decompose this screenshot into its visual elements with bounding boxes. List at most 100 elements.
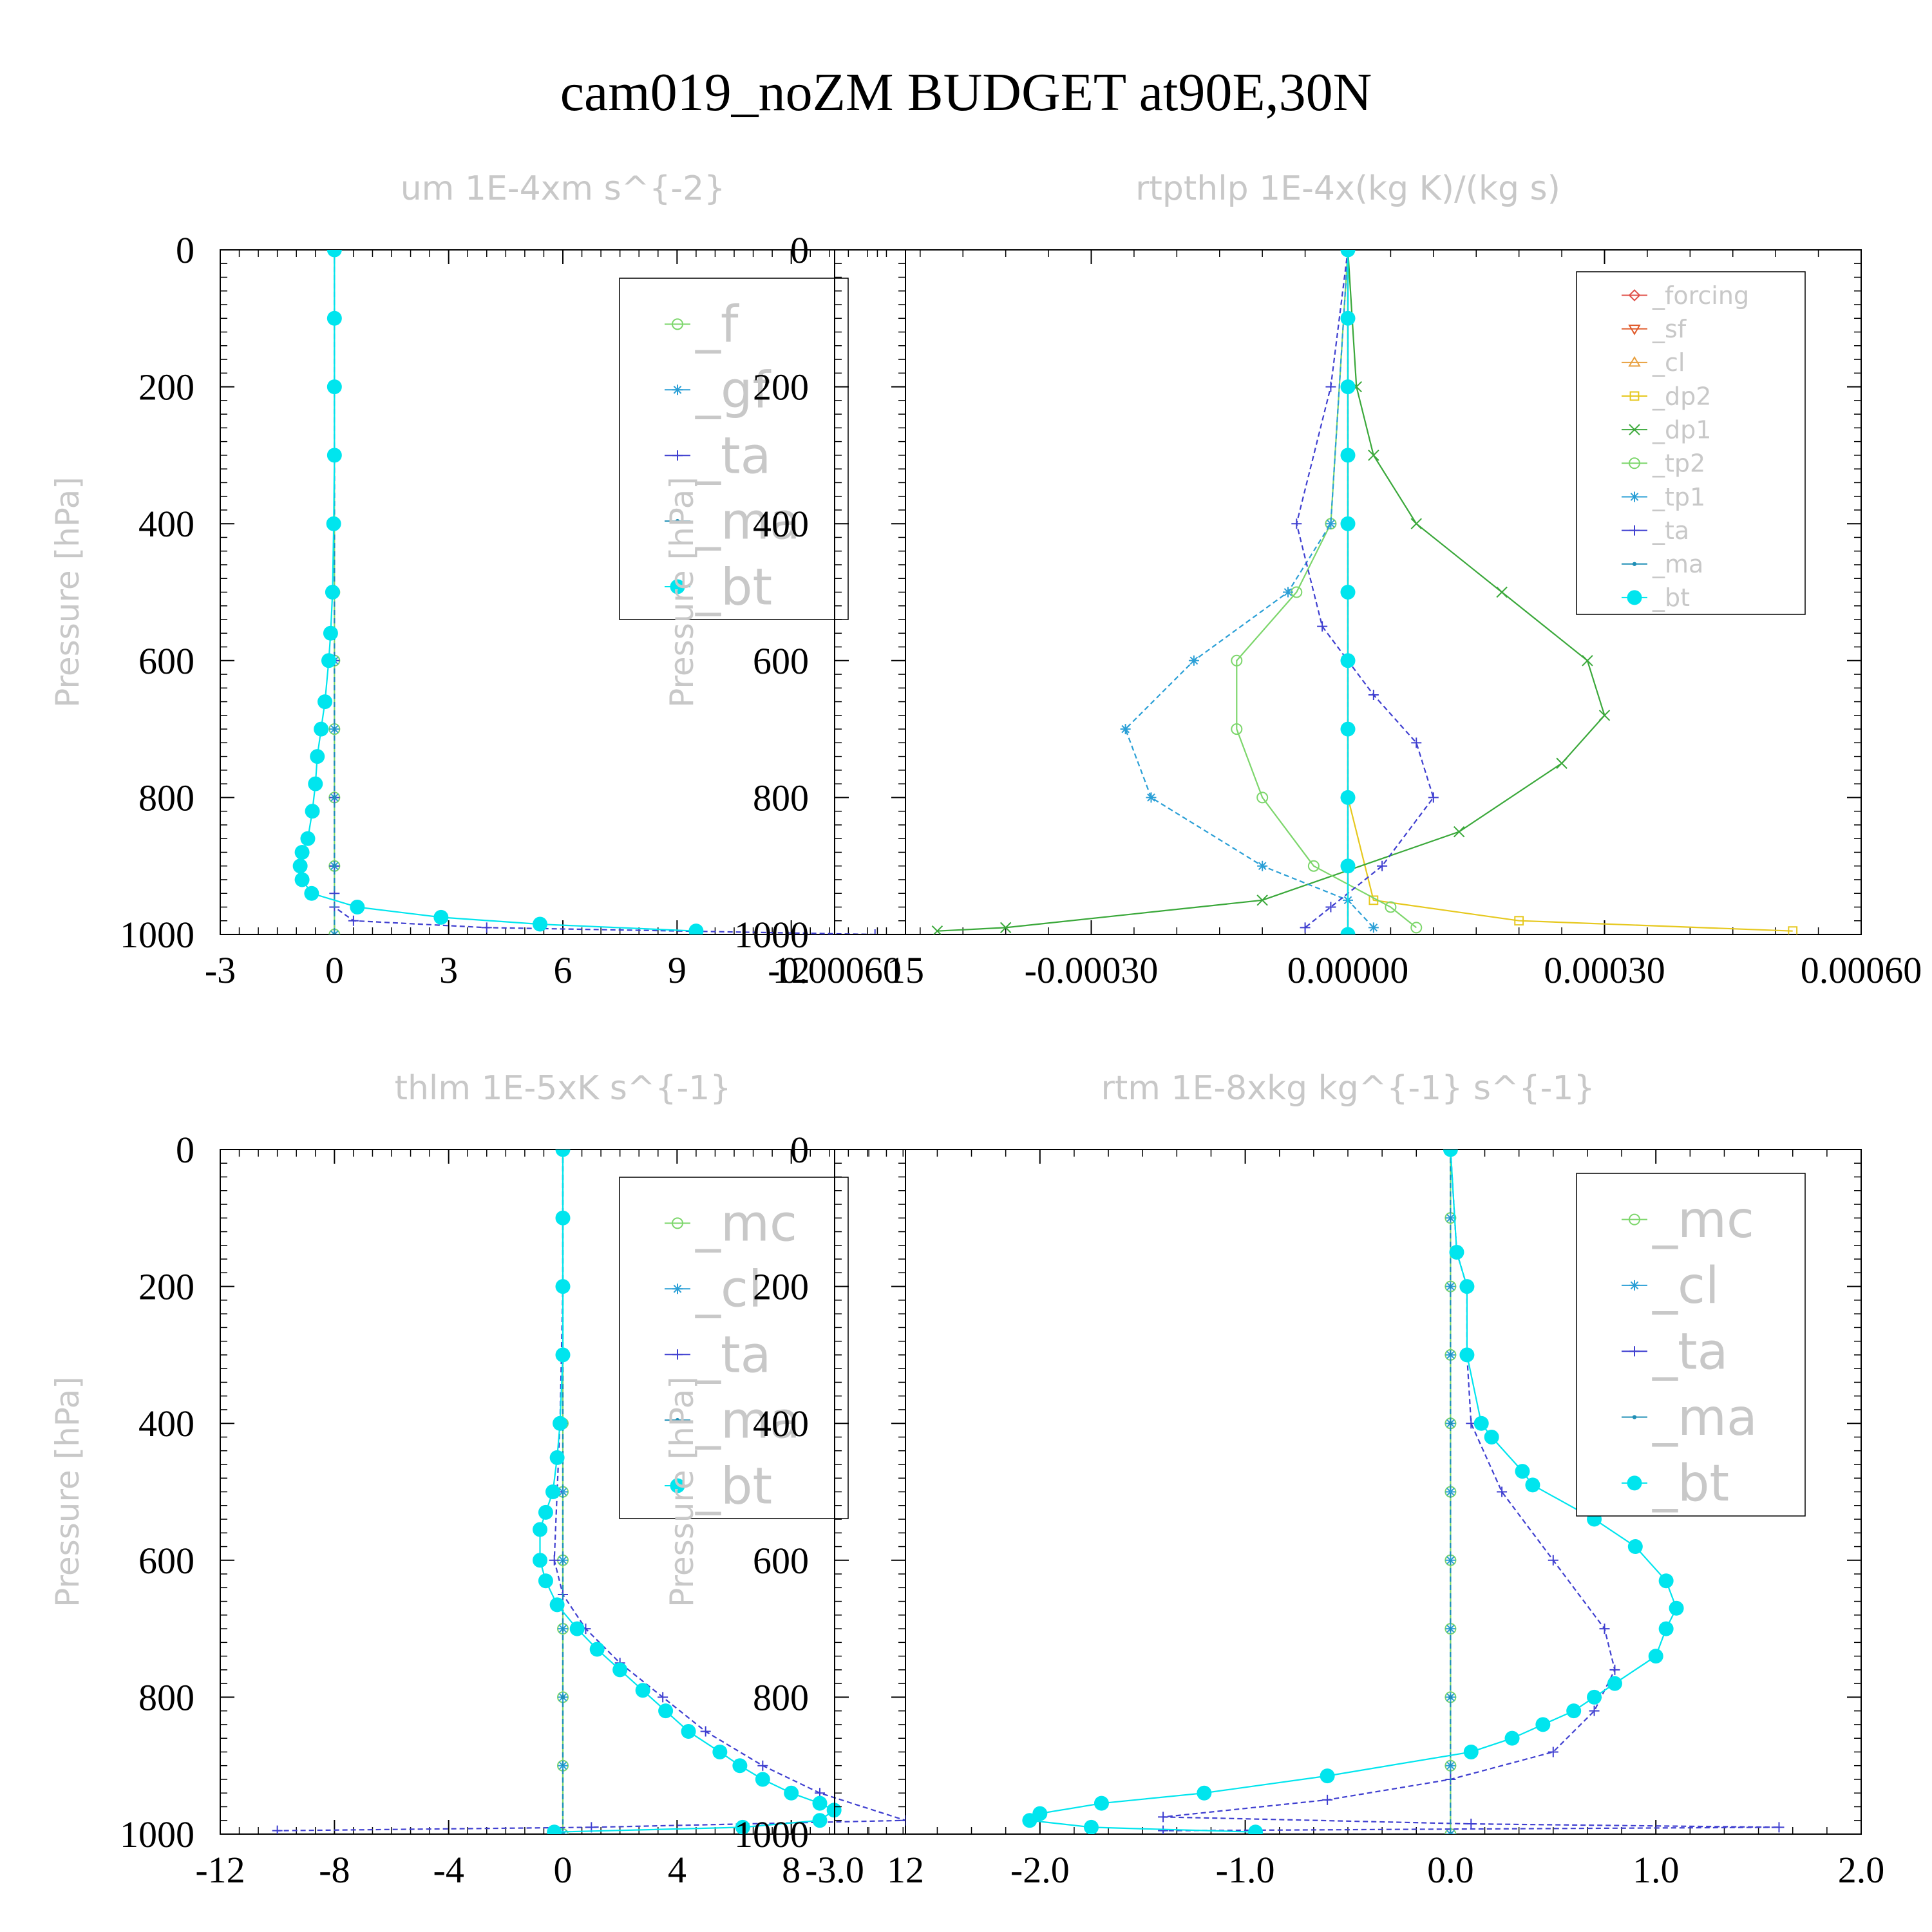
legend-label: _dp1 [1652, 415, 1711, 444]
y-tick-label: 800 [753, 1676, 809, 1718]
legend-label: _mc [695, 1195, 797, 1253]
y-tick-label: 800 [138, 777, 194, 819]
data-point-bt [569, 1621, 585, 1636]
data-point-bt [1627, 1539, 1643, 1555]
legend-label: _ma [1652, 1389, 1757, 1447]
data-point-bt [1340, 516, 1356, 531]
legend-swatch-marker [672, 1349, 683, 1360]
data-point-ta [1497, 1486, 1508, 1497]
data-point-bt [1022, 1813, 1037, 1828]
y-axis-label: Pressure [hPa] [663, 1376, 701, 1607]
legend-swatch-marker [1632, 562, 1637, 566]
legend-box [619, 1177, 849, 1519]
y-tick-label: 1000 [734, 914, 809, 956]
y-tick-label: 600 [753, 1540, 809, 1582]
y-tick-label: 600 [753, 640, 809, 682]
legend-swatch-marker [672, 384, 683, 395]
data-point-bt [812, 1795, 828, 1811]
data-point-bt [310, 749, 325, 764]
legend-swatch-marker [1628, 325, 1641, 336]
data-point-bt [433, 909, 449, 925]
data-point-dp1 [1496, 586, 1508, 598]
series-line-dp1 [937, 250, 1605, 932]
data-point-bt [1340, 927, 1356, 934]
data-point-ta [1300, 922, 1311, 933]
data-point-bt [589, 1642, 605, 1657]
data-point-bt [1084, 1819, 1099, 1834]
legend-label: _cl [1652, 348, 1685, 377]
data-point-ta [1609, 1664, 1620, 1675]
data-point-dp1 [1256, 895, 1268, 906]
data-point-bt [1459, 1347, 1475, 1363]
legend: _f _gf _ta _ma _bt [619, 278, 849, 620]
data-point-tp2 [1307, 860, 1320, 872]
data-point-bt [1340, 653, 1356, 668]
data-point-bt [1449, 1244, 1464, 1260]
legend-swatch-marker [1629, 424, 1640, 435]
data-point-bt [294, 872, 310, 887]
legend-label: _ma [695, 1392, 800, 1450]
data-point-ta [1466, 1819, 1477, 1830]
data-point-bt [1473, 1416, 1489, 1431]
data-point-ta [481, 922, 492, 933]
legend-label: _ta [695, 427, 771, 485]
data-point-bt [308, 776, 323, 791]
y-tick-label: 1000 [120, 1814, 194, 1855]
data-point-bt [555, 1279, 571, 1294]
data-point-bt [547, 1824, 562, 1834]
data-point-tp2 [1410, 922, 1423, 934]
data-point-bt [549, 1597, 565, 1613]
legend: _mc _cl _ta _ma _bt [619, 1177, 849, 1519]
data-point-bt [1320, 1768, 1335, 1784]
legend-swatch-marker [1629, 491, 1640, 502]
data-point-ta [1411, 737, 1422, 748]
y-tick-label: 0 [790, 229, 809, 271]
y-axis-label: Pressure [hPa] [49, 477, 86, 708]
data-point-bt [321, 653, 336, 668]
x-tick-label: 0 [325, 949, 344, 991]
data-point-tp1 [1120, 724, 1131, 735]
data-point-bt [538, 1504, 553, 1520]
legend-swatch-marker [672, 1283, 683, 1294]
x-tick-label: 0.00030 [1544, 949, 1665, 991]
data-point-ta [1158, 1825, 1169, 1834]
x-tick-label: 0.0 [1427, 1849, 1474, 1891]
x-tick-label: 0 [554, 1849, 573, 1891]
x-tick-label: 9 [668, 949, 687, 991]
data-point-dp1 [931, 925, 943, 934]
data-point-ta [1322, 1794, 1333, 1805]
y-tick-label: 600 [138, 1540, 194, 1582]
data-point-bt [1340, 448, 1356, 463]
legend-swatch-marker [1629, 391, 1640, 401]
data-point-bt [1443, 1150, 1458, 1157]
data-point-bt [658, 1703, 674, 1719]
legend-label: _mc [1652, 1191, 1754, 1249]
data-point-ta [1317, 621, 1328, 632]
x-tick-label: -4 [433, 1849, 464, 1891]
data-point-tp1 [1325, 518, 1336, 529]
data-point-bt [327, 379, 342, 395]
data-point-dp2 [1788, 926, 1798, 934]
x-tick-label: 0.00000 [1287, 949, 1409, 991]
data-point-bt [1340, 721, 1356, 737]
series-layer [272, 1150, 905, 1834]
x-tick-label: 12 [773, 949, 810, 991]
data-point-dp1 [999, 922, 1012, 934]
data-point-bt [300, 831, 316, 846]
legend-swatch-marker [1627, 1475, 1642, 1491]
data-point-bt [1340, 310, 1356, 326]
x-tick-label: 15 [887, 949, 924, 991]
y-tick-label: 400 [138, 1403, 194, 1444]
x-tick-label: 2.0 [1838, 1849, 1885, 1891]
chart-panel-1: um 1E-4xm s^{-2} Pressure [hPa] -3 0 3 6 9 12 15… [49, 169, 924, 991]
legend-swatch-marker [1629, 1280, 1640, 1291]
legend-label: _ta [1652, 516, 1689, 545]
y-axis-label: Pressure [hPa] [663, 477, 701, 708]
data-point-bt [1340, 585, 1356, 600]
data-point-bt [555, 1347, 571, 1363]
data-point-bt [305, 804, 320, 819]
series-layer [1022, 1150, 1785, 1834]
data-point-bt [1340, 790, 1356, 805]
data-point-bt [1648, 1649, 1663, 1664]
y-tick-label: 400 [753, 503, 809, 545]
